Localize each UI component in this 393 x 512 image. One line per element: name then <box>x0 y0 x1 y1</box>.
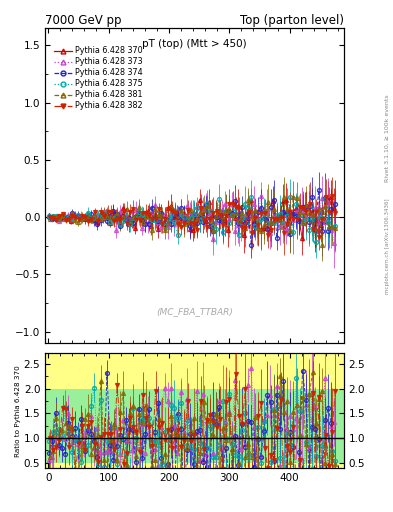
Text: Rivet 3.1.10, ≥ 100k events: Rivet 3.1.10, ≥ 100k events <box>385 94 390 182</box>
Text: Top (parton level): Top (parton level) <box>240 14 344 27</box>
Bar <box>45 353 344 389</box>
Bar <box>45 462 344 468</box>
Text: pT (top) (Mtt > 450): pT (top) (Mtt > 450) <box>142 39 247 49</box>
Legend: Pythia 6.428 370, Pythia 6.428 373, Pythia 6.428 374, Pythia 6.428 375, Pythia 6: Pythia 6.428 370, Pythia 6.428 373, Pyth… <box>52 45 144 112</box>
Y-axis label: Ratio to Pythia 6.428 370: Ratio to Pythia 6.428 370 <box>15 365 21 457</box>
Text: (MC_FBA_TTBAR): (MC_FBA_TTBAR) <box>156 307 233 316</box>
Text: mcplots.cern.ch [arXiv:1306.3436]: mcplots.cern.ch [arXiv:1306.3436] <box>385 198 390 293</box>
Text: 7000 GeV pp: 7000 GeV pp <box>45 14 122 27</box>
Bar <box>45 389 344 462</box>
